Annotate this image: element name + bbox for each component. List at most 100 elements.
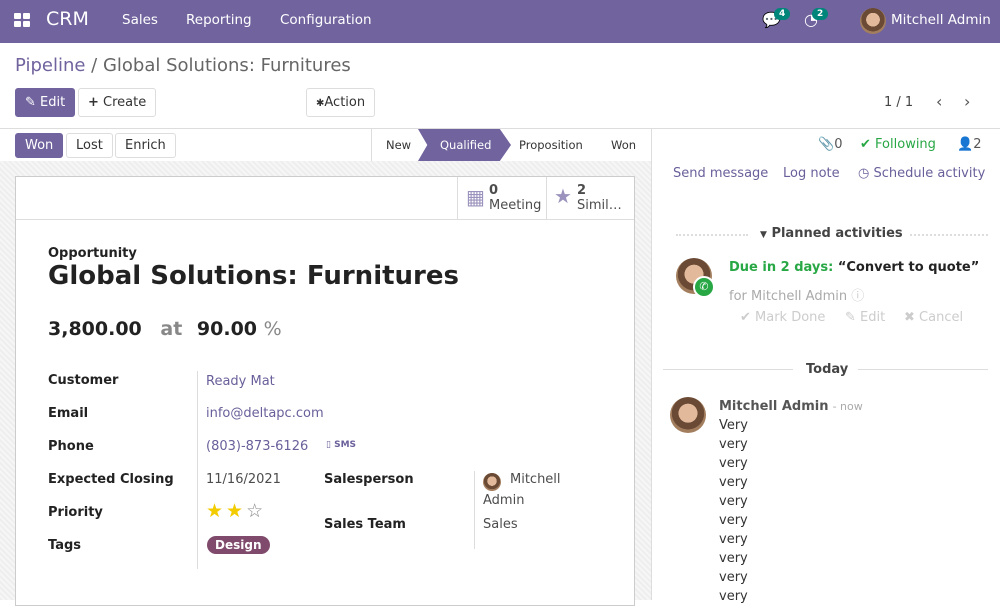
activity-summary: “Convert to quote”: [837, 260, 980, 275]
schedule-activity-button[interactable]: ◷ Schedule activity: [858, 166, 985, 181]
stage-proposition[interactable]: Proposition: [519, 138, 583, 152]
meeting-label: Meeting: [489, 198, 542, 213]
planned-activities-toggle[interactable]: ▼ Planned activities: [760, 226, 903, 241]
pager-value[interactable]: 1 / 1: [884, 95, 914, 110]
divider: [663, 369, 793, 370]
salesperson-label: Salesperson: [324, 472, 414, 487]
priority-star[interactable]: ★: [226, 500, 244, 522]
breadcrumb-current: Global Solutions: Furnitures: [102, 55, 351, 76]
activity-cancel-button[interactable]: ✖ Cancel: [904, 310, 964, 325]
create-button[interactable]: + Create: [78, 88, 157, 117]
pager-prev-icon[interactable]: ‹: [936, 92, 943, 111]
activity-edit-button[interactable]: ✎ Edit: [845, 310, 886, 325]
probability: 90.00: [196, 318, 258, 340]
log-note-button[interactable]: Log note: [783, 166, 840, 181]
message-line: very: [719, 570, 748, 585]
tags-field[interactable]: Design: [207, 536, 270, 554]
message-author[interactable]: Mitchell Admin: [719, 399, 829, 414]
activities-badge: 2: [812, 8, 829, 20]
salesperson-avatar: [483, 473, 501, 491]
message-line: Very: [719, 418, 748, 433]
breadcrumb-pipeline[interactable]: Pipeline: [15, 55, 86, 76]
activity-assignee: for Mitchell Admin ⓘ: [729, 285, 864, 304]
divider: [371, 129, 372, 161]
priority-star[interactable]: ☆: [246, 500, 264, 522]
action-button[interactable]: ✱Action: [306, 88, 376, 117]
chatter-panel: [651, 129, 1000, 600]
message-author-avatar[interactable]: [670, 397, 706, 433]
customer-link[interactable]: Ready Mat: [206, 374, 275, 389]
expected-revenue: 3,800.00: [48, 318, 142, 340]
message-line: very: [719, 532, 748, 547]
stage-new[interactable]: New: [386, 138, 412, 152]
similar-label: Simil…: [577, 198, 622, 213]
message-header: Mitchell Admin - now: [719, 399, 863, 414]
info-icon[interactable]: ⓘ: [851, 289, 865, 304]
sms-button[interactable]: ▯ SMS: [326, 440, 356, 450]
apps-menu-icon[interactable]: [14, 13, 30, 27]
paperclip-icon: 📎: [818, 137, 835, 152]
priority-star[interactable]: ★: [206, 500, 224, 522]
pager-next-icon[interactable]: ›: [964, 92, 971, 111]
message-line: very: [719, 551, 748, 566]
breadcrumb-separator: /: [85, 55, 103, 76]
edit-button[interactable]: ✎ Edit: [15, 88, 76, 117]
following-button[interactable]: ✔ Following: [860, 137, 936, 152]
menu-configuration[interactable]: Configuration: [280, 12, 372, 28]
menu-reporting[interactable]: Reporting: [186, 12, 252, 28]
calendar-icon: ▦: [466, 185, 485, 209]
tags-label: Tags: [48, 538, 82, 553]
activity-edit-label: Edit: [860, 310, 886, 325]
pencil-icon: ✎: [25, 95, 36, 110]
edit-label: Edit: [40, 95, 66, 110]
priority-stars[interactable]: ★ ★ ☆: [206, 500, 266, 522]
user-avatar[interactable]: [860, 8, 886, 34]
tag-design[interactable]: Design: [207, 536, 270, 554]
divider: [197, 371, 198, 569]
user-menu[interactable]: Mitchell Admin: [891, 12, 991, 28]
attachments-button[interactable]: 📎0: [818, 137, 842, 152]
mobile-icon: ▯: [326, 440, 331, 450]
email-link[interactable]: info@deltapc.com: [206, 406, 324, 421]
following-label: Following: [875, 137, 936, 152]
sms-label: SMS: [334, 440, 357, 450]
stage-qualified[interactable]: Qualified: [418, 129, 511, 161]
create-label: Create: [103, 95, 147, 110]
similar-smart-button[interactable]: ★ 2 Simil…: [546, 177, 634, 219]
phone-link[interactable]: (803)-873-6126: [206, 439, 309, 454]
won-button[interactable]: Won: [15, 133, 64, 158]
mark-done-button[interactable]: ✔ Mark Done: [740, 310, 826, 325]
message-line: very: [719, 513, 748, 528]
followers-count: 2: [973, 137, 982, 152]
salesperson-value-2[interactable]: Admin: [483, 493, 525, 508]
clock-icon: ◷: [858, 166, 870, 181]
message-line: very: [719, 589, 748, 604]
divider: [910, 234, 988, 236]
breadcrumb: Pipeline / Global Solutions: Furnitures: [15, 55, 351, 76]
today-separator: Today: [806, 362, 849, 377]
lost-button[interactable]: Lost: [66, 133, 113, 158]
enrich-button[interactable]: Enrich: [115, 133, 176, 158]
message-time: - now: [832, 400, 863, 413]
message-line: very: [719, 437, 748, 452]
phone-icon: ✆: [693, 276, 715, 298]
divider: [16, 219, 634, 220]
meeting-smart-button[interactable]: ▦ 0 Meeting: [457, 177, 546, 219]
action-label: Action: [324, 95, 366, 110]
sales-team-value[interactable]: Sales: [483, 517, 518, 532]
phone-label: Phone: [48, 439, 94, 454]
form-sheet: ▦ 0 Meeting ★ 2 Simil… Opportunity Globa…: [15, 176, 635, 606]
schedule-activity-label: Schedule activity: [873, 166, 986, 181]
stage-won[interactable]: Won: [611, 138, 637, 152]
menu-sales[interactable]: Sales: [122, 12, 158, 28]
divider: [676, 234, 748, 236]
send-message-button[interactable]: Send message: [673, 166, 769, 181]
record-title: Global Solutions: Furnitures: [48, 261, 459, 291]
planned-activities-title: Planned activities: [771, 226, 903, 241]
app-brand[interactable]: CRM: [46, 8, 89, 30]
check-icon: ✔: [860, 137, 871, 152]
salesperson-value[interactable]: Mitchell: [510, 472, 561, 487]
followers-button[interactable]: 👤2: [957, 137, 981, 152]
sales-team-label: Sales Team: [324, 517, 406, 532]
caret-down-icon: ▼: [760, 230, 767, 240]
